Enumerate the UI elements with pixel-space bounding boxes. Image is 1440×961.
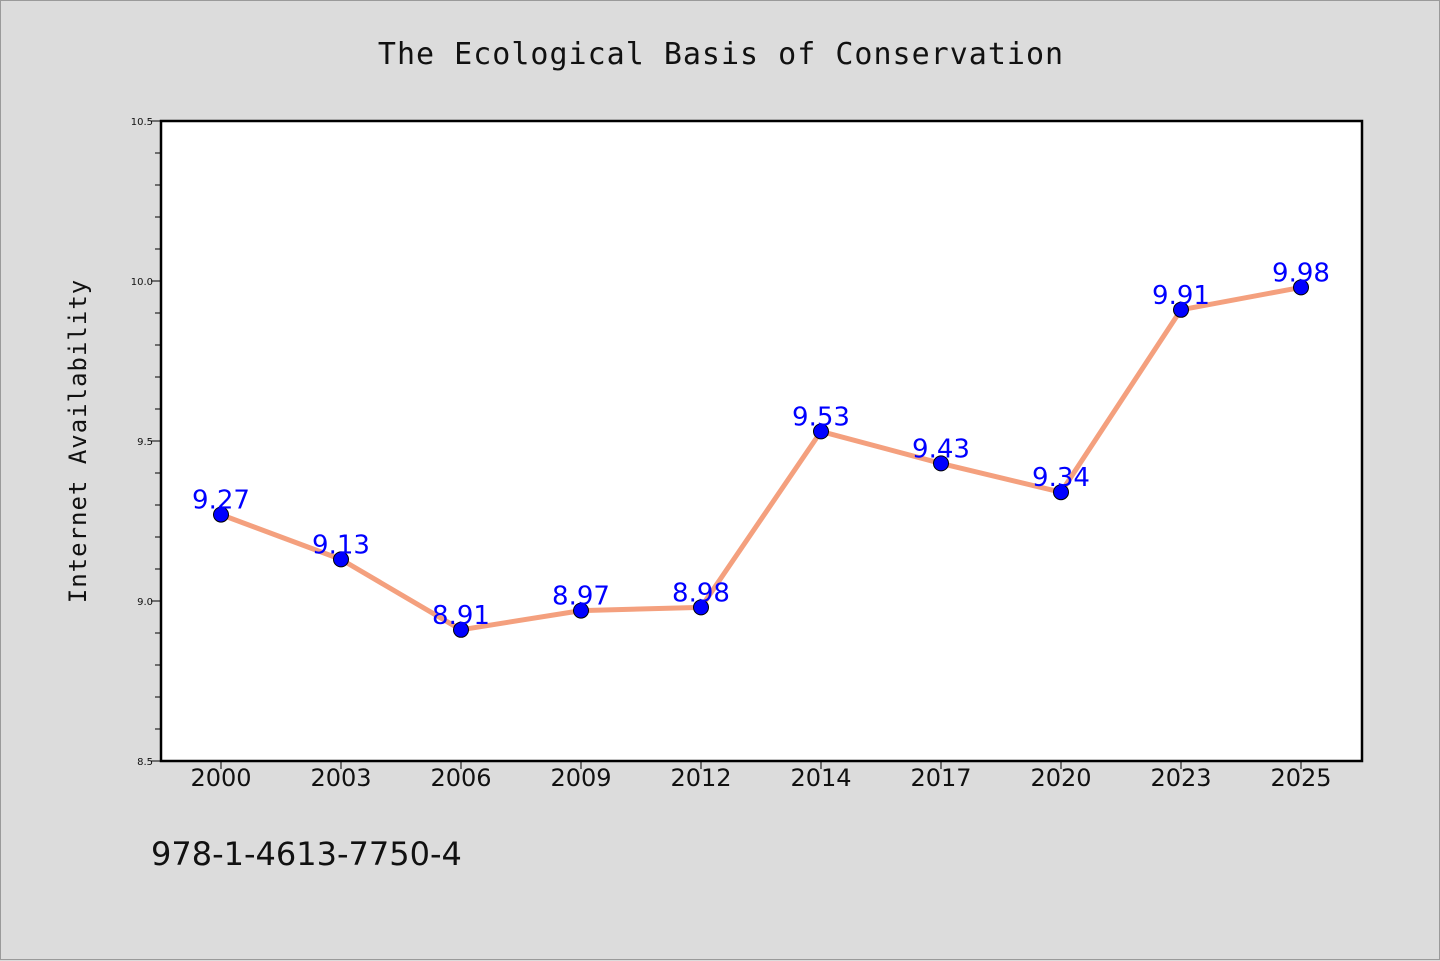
plot-area (159, 119, 1364, 763)
data-point (573, 602, 589, 619)
data-label: 9.91 (1152, 281, 1210, 311)
x-tick-label: 2006 (430, 764, 491, 792)
y-tick-label: 10.5 (131, 117, 153, 128)
data-point (933, 455, 949, 472)
x-tick-label: 2014 (790, 764, 851, 792)
x-axis: 2000 2003 2006 2009 2012 2014 2017 2020 2023 2025 (190, 761, 1332, 792)
series-line (220, 284, 1302, 633)
y-tick-label: 8.5 (137, 757, 153, 768)
data-label: 9.34 (1032, 463, 1090, 493)
data-label: 8.98 (672, 578, 730, 608)
data-point (213, 506, 229, 523)
data-point (1173, 301, 1189, 318)
y-tick-label: 9.0 (137, 597, 153, 608)
data-label-layer: 9.27 9.13 8.91 8.97 8.98 9.53 9.43 9.34 9.91 9.98 (192, 258, 1330, 630)
x-tick-label: 2017 (910, 764, 971, 792)
x-tick-label: 2020 (1030, 764, 1091, 792)
series-line-layer (220, 284, 1302, 633)
y-axis-label: Internet Availability (64, 279, 92, 603)
data-label: 9.13 (312, 530, 370, 560)
data-label: 9.98 (1272, 258, 1330, 288)
y-tick-label: 10.0 (131, 277, 153, 288)
x-tick-label: 2000 (190, 764, 251, 792)
marker-layer (213, 279, 1309, 638)
data-label: 9.53 (792, 402, 850, 432)
x-tick-label: 2025 (1270, 764, 1331, 792)
data-point (1293, 279, 1309, 296)
data-label: 8.91 (432, 601, 490, 631)
x-tick-label: 2012 (670, 764, 731, 792)
data-label: 8.97 (552, 582, 610, 612)
data-label: 9.43 (912, 434, 970, 464)
data-point (453, 621, 469, 638)
y-axis: 8.5 9.0 9.5 10.0 10.5 (131, 117, 161, 768)
data-point (1053, 484, 1069, 501)
isbn-text: 978-1-4613-7750-4 (151, 835, 462, 873)
data-point (693, 599, 709, 616)
chart-title: The Ecological Basis of Conservation (378, 37, 1064, 72)
data-label: 9.27 (192, 486, 250, 516)
x-tick-label: 2003 (310, 764, 371, 792)
y-tick-label: 9.5 (137, 437, 153, 448)
data-point (813, 423, 829, 440)
x-tick-label: 2009 (550, 764, 611, 792)
x-tick-label: 2023 (1150, 764, 1211, 792)
data-point (333, 551, 349, 568)
